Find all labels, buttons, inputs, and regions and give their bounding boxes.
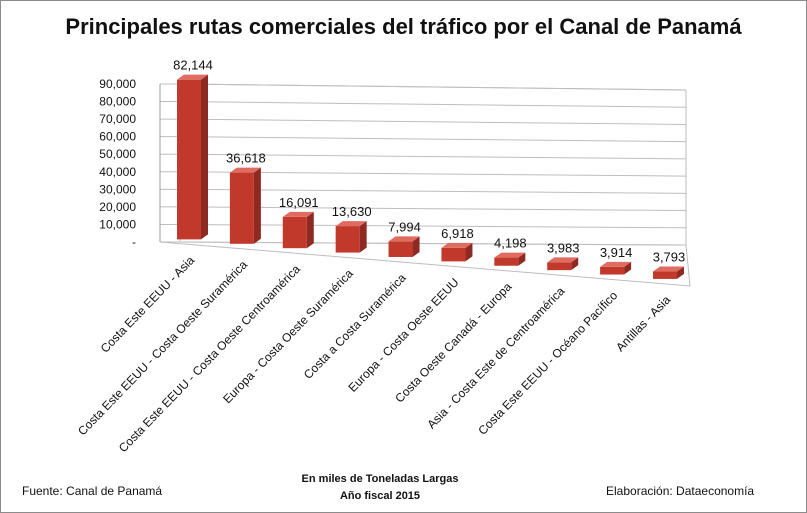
gridline: [179, 171, 687, 177]
x-tick-label: Europa - Costa Oeste EEUU: [345, 275, 461, 395]
bar: [653, 271, 677, 279]
x-tick-label: Costa Oeste Canadá - Europa: [392, 279, 514, 405]
data-label: 3,793: [653, 250, 686, 265]
y-tick-label: 10,000: [99, 217, 136, 231]
bar-top: [335, 221, 367, 227]
bar-side: [359, 221, 367, 253]
gridline: [179, 101, 687, 108]
y-tick-label: 80,000: [99, 95, 136, 109]
bar-side: [306, 211, 314, 249]
bar-top: [388, 236, 420, 242]
chart-title: Principales rutas comerciales del tráfic…: [65, 14, 742, 39]
x-tick-label: Costa a Costa Suramérica: [301, 271, 409, 382]
bar: [335, 226, 360, 253]
bar-side: [253, 167, 261, 244]
bar-top: [229, 167, 261, 173]
gridline: [179, 206, 687, 212]
data-label: 4,198: [494, 236, 527, 251]
bar: [441, 247, 466, 262]
y-tick-label: 20,000: [99, 200, 136, 214]
bar: [282, 216, 307, 249]
bar-top: [177, 74, 208, 80]
bar-top: [547, 257, 579, 263]
bar: [600, 266, 625, 275]
y-tick-label: 70,000: [99, 112, 136, 126]
bar-side: [412, 236, 420, 257]
gridline: [179, 223, 687, 229]
bar: [388, 241, 413, 257]
gridline: [179, 188, 687, 194]
gridline: [179, 136, 687, 143]
bar-top: [441, 242, 473, 248]
data-label: 3,914: [600, 245, 633, 260]
y-tick-label: 90,000: [99, 77, 136, 91]
units-note: En miles de Toneladas Largas Año fiscal …: [260, 471, 500, 505]
bar-top: [282, 211, 314, 217]
bar: [177, 79, 201, 240]
credit-note: Elaboración: Dataeconomía: [606, 484, 755, 498]
y-tick-label: 60,000: [99, 130, 136, 144]
plot-floor: [159, 241, 691, 287]
gridline: [179, 118, 687, 125]
bar-side: [465, 242, 473, 262]
y-tick-label: 50,000: [99, 147, 136, 161]
bar: [547, 262, 572, 271]
gridline: [179, 83, 687, 91]
data-label: 7,994: [388, 219, 421, 234]
units-label: En miles de Toneladas Largas: [301, 473, 459, 485]
data-label: 13,630: [332, 204, 372, 219]
data-label: 82,144: [173, 58, 213, 73]
x-tick-label: Costa Este EEUU - Asia: [98, 253, 198, 356]
data-label: 36,618: [226, 151, 266, 166]
bar-side: [677, 266, 684, 279]
y-tick-label: 30,000: [99, 182, 136, 196]
bar-top: [494, 252, 526, 258]
data-label: 16,091: [279, 195, 319, 210]
bar: [494, 257, 519, 266]
year-label: Año fiscal 2015: [339, 490, 421, 502]
bar-side: [624, 261, 632, 275]
y-tick-label: 40,000: [99, 165, 136, 179]
bar: [229, 172, 254, 244]
source-note: Fuente: Canal de Panamá: [22, 484, 163, 498]
bar-top: [653, 266, 684, 272]
gridline: [179, 153, 687, 160]
data-label: 3,983: [547, 240, 580, 255]
bar-side: [201, 74, 208, 240]
bar-side: [571, 257, 579, 271]
bar-top: [600, 261, 632, 267]
y-tick-label: -: [132, 235, 136, 249]
x-tick-label: Antillas - Asia: [613, 293, 673, 355]
bar-side: [518, 252, 526, 266]
data-label: 6,918: [441, 226, 474, 241]
